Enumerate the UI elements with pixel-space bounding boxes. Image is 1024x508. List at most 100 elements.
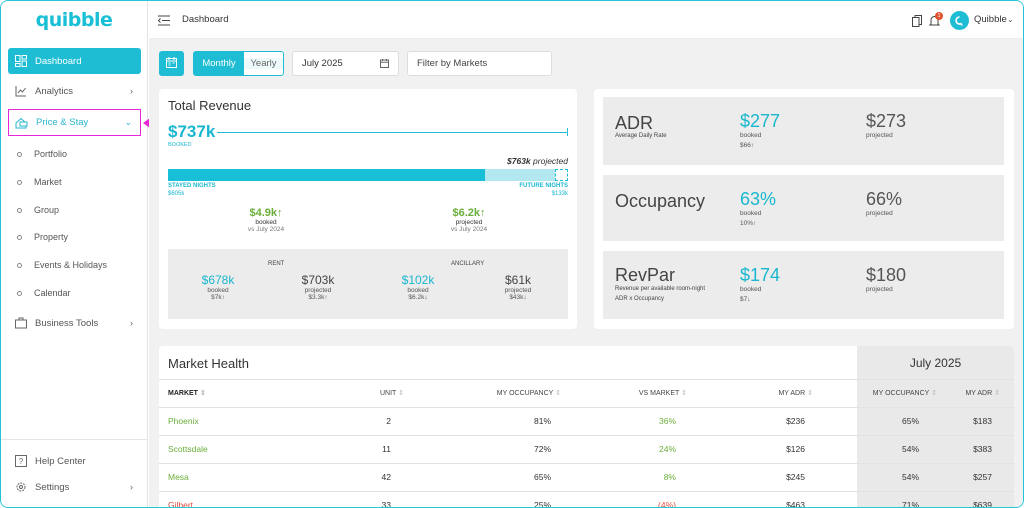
bullet-icon bbox=[17, 151, 22, 157]
arrow-up-icon: ↑ bbox=[221, 294, 225, 301]
table-row[interactable]: Gilbert 33 25% (4%) $463 71% $639 bbox=[159, 491, 1014, 508]
column-header-market[interactable]: MARKET ⇕ bbox=[159, 380, 324, 407]
kpi-title: Occupancy bbox=[615, 191, 706, 211]
market-occupancy-cell: 71% bbox=[901, 500, 919, 508]
market-filter-input[interactable]: Filter by Markets bbox=[407, 51, 552, 76]
sidebar-item-business-tools[interactable]: Business Tools › bbox=[8, 310, 141, 336]
occupancy-cell: 72% bbox=[533, 444, 551, 454]
sidebar-subitem-label: Group bbox=[34, 205, 60, 215]
future-nights-label: FUTURE NIGHTS bbox=[519, 183, 568, 189]
copy-icon[interactable] bbox=[912, 14, 922, 32]
sidebar-subitem-group[interactable]: Group bbox=[17, 205, 59, 215]
ancillary-booked: $102k booked $6.2k↓ bbox=[393, 273, 443, 301]
sidebar-item-analytics[interactable]: Analytics › bbox=[8, 78, 141, 104]
sidebar-item-settings[interactable]: Settings › bbox=[8, 474, 141, 500]
kpi-title: RevPar bbox=[615, 265, 676, 285]
unit-cell: 11 bbox=[382, 444, 391, 454]
revenue-progress-bar bbox=[168, 169, 568, 181]
user-name[interactable]: Quibble bbox=[974, 14, 1007, 25]
kpi-delta: $7 bbox=[740, 296, 748, 303]
card-title: Market Health bbox=[168, 356, 249, 371]
bullet-icon bbox=[17, 207, 22, 213]
sort-icon: ⇕ bbox=[555, 390, 561, 398]
kpi-delta: $66 bbox=[740, 142, 751, 149]
kpi-booked-value: 63% bbox=[740, 189, 777, 209]
vs-market-cell: 24% bbox=[658, 444, 676, 454]
column-label: MY ADR bbox=[965, 390, 993, 398]
sidebar-subitem-calendar[interactable]: Calendar bbox=[17, 288, 71, 298]
page-title: Dashboard bbox=[182, 14, 229, 25]
market-occupancy-cell: 65% bbox=[901, 416, 919, 426]
stayed-nights-bar bbox=[168, 169, 486, 181]
chart-line-icon bbox=[14, 85, 27, 98]
avatar[interactable] bbox=[950, 11, 969, 30]
sidebar-subitem-label: Calendar bbox=[34, 288, 71, 298]
arrow-up-icon: ↑ bbox=[753, 220, 757, 227]
calendar-view-button[interactable] bbox=[159, 51, 184, 76]
chevron-down-icon[interactable]: ⌄ bbox=[1007, 15, 1014, 24]
period-column-bg bbox=[857, 346, 1014, 507]
rent-booked-label: booked bbox=[207, 287, 229, 294]
help-icon: ? bbox=[14, 455, 27, 468]
kpi-subtitle: Revenue per available room-night bbox=[615, 286, 706, 292]
projected-delta-period: vs July 2024 bbox=[450, 226, 488, 233]
sort-icon: ⇕ bbox=[931, 390, 937, 398]
projected-value: $763k bbox=[507, 156, 531, 166]
top-bar: Dashboard 1 Quibble ⌄ bbox=[149, 1, 1023, 39]
sidebar-subitem-label: Property bbox=[34, 232, 69, 242]
kpi-revpar: RevPar Revenue per available room-night … bbox=[603, 251, 1004, 319]
monthly-button[interactable]: Monthly bbox=[194, 52, 244, 75]
market-cell[interactable]: Gilbert bbox=[168, 500, 194, 508]
bullet-icon bbox=[17, 234, 22, 240]
table-row[interactable]: Phoenix 2 81% 36% $236 65% $183 bbox=[159, 407, 1014, 435]
projected-delta-label: projected bbox=[455, 219, 483, 226]
projected-total: $763k projected bbox=[507, 156, 568, 166]
kpi-card: ADR Average Daily Rate $277 booked $66↑ … bbox=[594, 89, 1014, 329]
booked-delta-period: vs July 2024 bbox=[247, 226, 285, 233]
sidebar-item-label: Dashboard bbox=[35, 55, 82, 67]
market-cell[interactable]: Phoenix bbox=[168, 416, 199, 426]
arrow-down-icon: ↓ bbox=[747, 296, 751, 303]
sidebar-item-dashboard[interactable]: Dashboard bbox=[8, 48, 141, 74]
column-label: MY OCCUPANCY bbox=[872, 390, 930, 398]
column-header-my-occupancy[interactable]: MY OCCUPANCY ⇕ bbox=[459, 380, 599, 407]
sidebar-subitem-portfolio[interactable]: Portfolio bbox=[17, 149, 67, 159]
projected-delta: $6.2k bbox=[452, 207, 481, 219]
occupancy-cell: 65% bbox=[533, 472, 551, 482]
kpi-projected-label: projected bbox=[866, 132, 893, 139]
column-header-unit[interactable]: UNIT ⇕ bbox=[324, 380, 459, 407]
chevron-right-icon: › bbox=[130, 86, 133, 96]
column-label: MY ADR bbox=[778, 390, 806, 398]
column-header-vs-market[interactable]: VS MARKET ⇕ bbox=[599, 380, 719, 407]
kpi-occupancy: Occupancy 63% booked 10%↑ 66% projected bbox=[603, 175, 1004, 241]
market-health-card: Market Health July 2025 MARKET ⇕ UNIT ⇕ … bbox=[159, 346, 1014, 508]
yearly-button[interactable]: Yearly bbox=[244, 58, 283, 69]
sidebar-item-help[interactable]: ? Help Center bbox=[8, 448, 141, 474]
sidebar: quibble Dashboard Analytics › Price & St… bbox=[1, 1, 148, 507]
table-row[interactable]: Mesa 42 65% 8% $245 54% $257 bbox=[159, 463, 1014, 491]
market-cell[interactable]: Scottsdale bbox=[168, 444, 208, 454]
column-header-market-occupancy[interactable]: MY OCCUPANCY ⇕ bbox=[857, 380, 949, 407]
notification-badge: 1 bbox=[935, 12, 943, 20]
sort-icon: ⇕ bbox=[994, 390, 1000, 398]
sidebar-item-price-stay[interactable]: Price & Stay ⌄ bbox=[8, 109, 141, 136]
table-row[interactable]: Scottsdale 11 72% 24% $126 54% $383 bbox=[159, 435, 1014, 463]
date-picker[interactable]: July 2025 bbox=[292, 51, 399, 76]
briefcase-icon bbox=[14, 317, 27, 330]
sidebar-item-label: Price & Stay bbox=[36, 117, 89, 128]
menu-collapse-icon[interactable] bbox=[157, 13, 170, 31]
kpi-projected-label: projected bbox=[866, 286, 893, 293]
sidebar-subitem-property[interactable]: Property bbox=[17, 232, 68, 242]
vs-market-cell: (4%) bbox=[658, 500, 676, 508]
booked-delta-label: booked bbox=[255, 219, 277, 226]
unit-cell: 33 bbox=[381, 500, 391, 508]
sidebar-subitem-events[interactable]: Events & Holidays bbox=[17, 260, 107, 270]
sidebar-subitem-market[interactable]: Market bbox=[17, 177, 62, 187]
house-tag-icon bbox=[15, 116, 28, 129]
column-header-market-adr[interactable]: MY ADR ⇕ bbox=[949, 380, 1014, 407]
adr-cell: $236 bbox=[786, 416, 805, 426]
ancillary-booked-delta: $6.2k bbox=[408, 294, 425, 301]
column-header-my-adr[interactable]: MY ADR ⇕ bbox=[719, 380, 857, 407]
market-cell[interactable]: Mesa bbox=[168, 472, 189, 482]
